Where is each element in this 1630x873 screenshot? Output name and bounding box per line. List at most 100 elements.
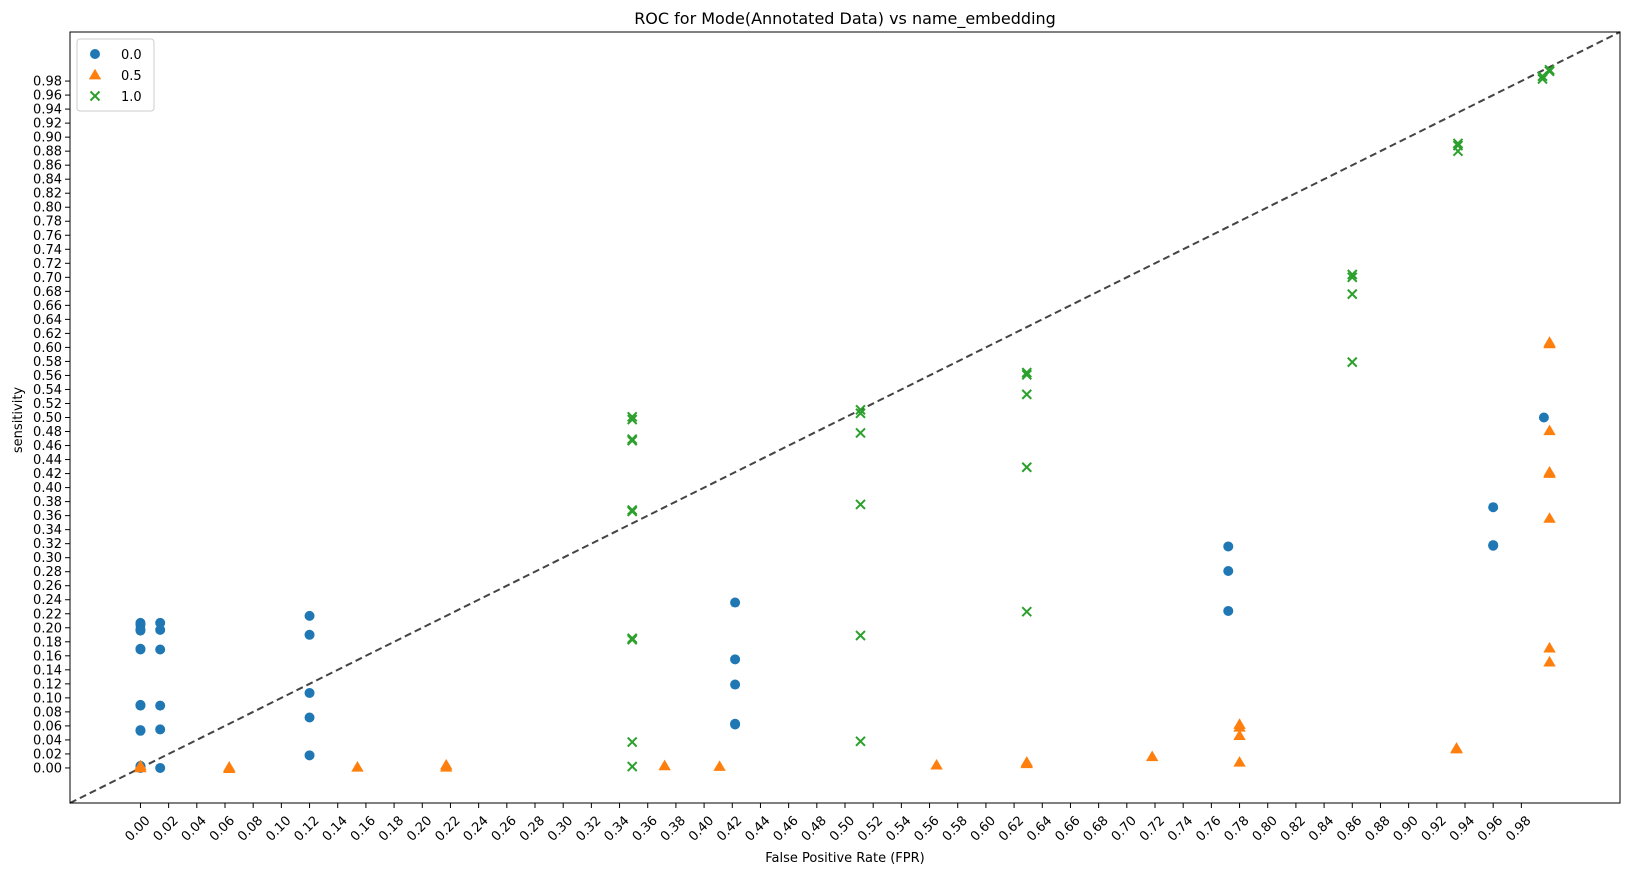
data-point [135,625,146,636]
y-axis-title: sensitivity [11,387,26,454]
y-axis: 0.000.020.040.060.080.100.120.140.160.18… [33,75,70,776]
legend: 0.0 0.5 1.0 [76,38,155,112]
data-point [1347,269,1358,280]
data-point [304,712,315,723]
y-tick-label: 0.74 [33,243,62,258]
data-point [627,435,638,446]
data-point [730,597,741,608]
y-tick-label: 0.10 [33,691,62,706]
data-point [627,634,638,645]
y-tick-label: 0.26 [33,579,62,594]
y-tick-label: 0.24 [33,593,62,608]
plot-area [69,31,1621,804]
data-point [155,644,166,655]
data-point [855,427,866,439]
y-tick-label: 0.62 [33,327,62,342]
y-tick-label: 0.54 [33,383,62,398]
y-tick-label: 0.04 [33,733,62,748]
data-point [135,725,146,736]
data-point [1488,502,1499,513]
y-tick-label: 0.42 [33,467,62,482]
data-point [304,610,315,621]
legend-label: 0.5 [121,69,142,84]
y-tick-label: 0.50 [33,411,62,426]
y-tick-label: 0.90 [33,131,62,146]
data-point [1223,541,1234,552]
data-point [1452,138,1464,149]
y-tick-label: 0.98 [33,75,62,90]
data-point [1538,412,1549,423]
y-tick-label: 0.52 [33,397,62,412]
data-point [1452,145,1464,157]
legend-marker [90,49,100,59]
y-tick-label: 0.86 [33,159,62,174]
data-point [223,762,236,773]
y-tick-label: 0.88 [33,145,62,160]
data-point [627,761,638,772]
data-point [440,761,453,772]
data-point [1544,66,1555,77]
data-point [1543,424,1556,436]
reference-diagonal-line [69,31,1621,804]
y-tick-label: 0.80 [33,201,62,216]
legend-marker [89,90,101,102]
y-tick-label: 0.96 [33,89,62,104]
data-point [855,408,866,419]
y-tick-label: 0.12 [33,677,62,692]
data-point [855,736,866,747]
y-tick-label: 0.44 [33,453,62,468]
y-tick-label: 0.36 [33,509,62,524]
legend-box [76,38,155,112]
series-0-0 [135,412,1549,773]
data-point [1223,605,1234,616]
data-point [1145,750,1159,762]
data-point [730,654,741,665]
data-point [627,736,638,748]
y-tick-label: 0.28 [33,565,62,580]
data-point [135,700,146,711]
data-point [1543,641,1556,653]
x-axis-title: False Positive Rate (FPR) [765,851,924,866]
y-tick-label: 0.78 [33,215,62,230]
series-1-0 [627,64,1555,772]
data-point [855,630,866,641]
data-point [1347,356,1358,368]
data-point [713,760,726,771]
y-tick-label: 0.72 [33,257,62,272]
data-point [351,761,364,772]
data-point [155,724,166,735]
data-point [134,761,147,773]
y-tick-label: 0.08 [33,705,62,720]
y-tick-label: 0.82 [33,187,62,202]
legend-marker [88,68,102,80]
y-tick-label: 0.94 [33,103,62,118]
y-tick-label: 0.60 [33,341,62,356]
data-point [1543,467,1556,478]
y-tick-label: 0.16 [33,649,62,664]
data-point [855,499,866,510]
data-point [1021,606,1032,617]
data-point [1543,337,1556,349]
data-point [627,414,638,425]
y-tick-label: 0.20 [33,621,62,636]
y-tick-label: 0.92 [33,117,62,132]
y-tick-label: 0.76 [33,229,62,244]
data-point [155,700,166,711]
data-point [1021,369,1032,380]
y-tick-label: 0.32 [33,537,62,552]
data-point [155,762,166,773]
series-0-5 [134,336,1556,773]
y-tick-label: 0.02 [33,747,62,762]
y-tick-label: 0.56 [33,369,62,384]
data-point [1020,757,1033,769]
y-tick-label: 0.70 [33,271,62,286]
y-tick-label: 0.00 [33,761,62,776]
data-point [930,758,943,770]
data-point [1223,565,1234,576]
y-tick-label: 0.68 [33,285,62,300]
y-tick-label: 0.40 [33,481,62,496]
data-point [1488,540,1499,551]
data-point [155,624,166,635]
